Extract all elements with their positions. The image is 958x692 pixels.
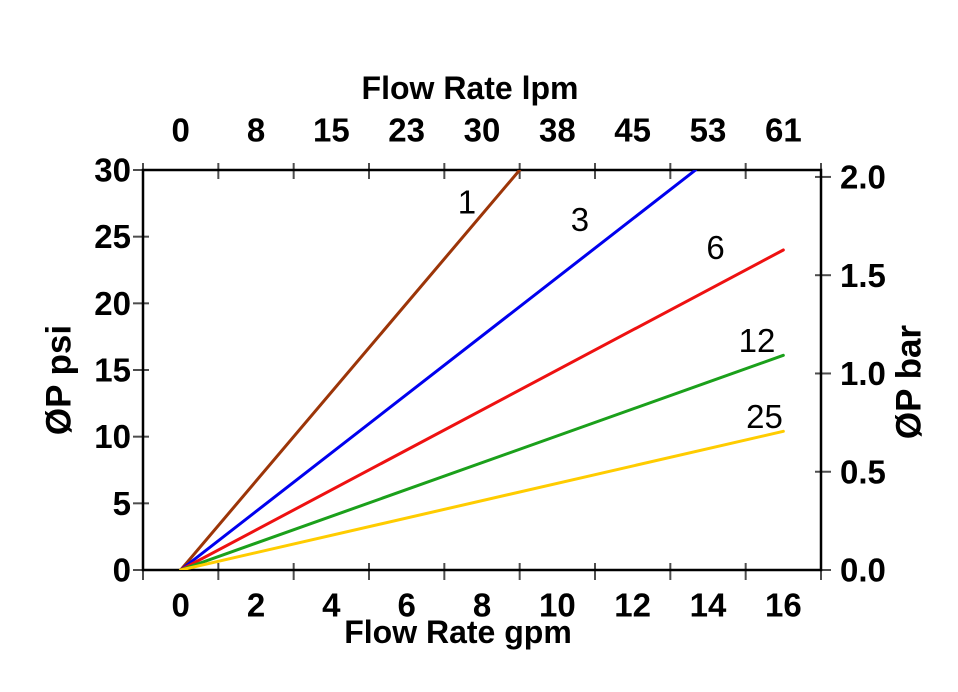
top-axis-tick-label: 23 [388, 112, 425, 149]
bottom-axis-tick-label: 4 [322, 587, 341, 624]
bottom-axis-tick-label: 0 [171, 587, 189, 624]
series-label-6: 6 [706, 229, 724, 266]
top-axis-tick-label: 30 [464, 112, 501, 149]
plot-box [141, 168, 823, 572]
right-axis-tick-label: 0.0 [840, 552, 886, 589]
left-axis-tick-label: 10 [94, 418, 131, 455]
series-line-1 [179, 170, 522, 570]
top-axis-tick-label: 8 [247, 112, 265, 149]
series-lines [179, 170, 785, 570]
bottom-axis-tick-label: 8 [473, 587, 491, 624]
top-axis-tick-label: 45 [614, 112, 651, 149]
right-axis-tick-label: 1.5 [840, 257, 886, 294]
top-axis-tick-label: 38 [539, 112, 576, 149]
left-axis-tick-label: 30 [94, 152, 131, 189]
left-axis-tick-label: 15 [94, 352, 131, 389]
plot-border [141, 168, 823, 572]
top-axis-tick-label: 0 [171, 112, 189, 149]
bottom-axis-tick-label: 6 [397, 587, 415, 624]
right-axis-tick-label: 1.0 [840, 355, 886, 392]
right-axis-tick-label: 2.0 [840, 158, 886, 195]
series-line-12 [179, 353, 785, 570]
top-axis-tick-label: 53 [690, 112, 727, 149]
series-line-25 [179, 429, 785, 570]
right-axis-title: ØP bar [889, 325, 928, 440]
right-axis-tick-label: 0.5 [840, 453, 886, 490]
left-axis-tick-label: 5 [113, 485, 131, 522]
left-axis-tick-label: 20 [94, 285, 131, 322]
bottom-axis-tick-label: 16 [765, 587, 802, 624]
series-label-3: 3 [571, 201, 589, 238]
axis-ticks [133, 163, 831, 580]
left-axis-title: ØP psi [39, 325, 78, 435]
series-label-1: 1 [458, 184, 476, 221]
left-axis-tick-label: 25 [94, 218, 131, 255]
series-label-12: 12 [739, 322, 776, 359]
series-label-25: 25 [746, 398, 783, 435]
series-labels: 1 3 6 12 25 [458, 184, 783, 436]
bottom-axis-tick-label: 12 [614, 587, 651, 624]
axis-tick-labels: 0 2 4 6 8 10 12 14 160 8 15 23 30 38 45 53 6105101520253… [94, 112, 886, 624]
series-line-6 [179, 248, 785, 570]
top-axis-title: Flow Rate lpm [362, 70, 579, 106]
bottom-axis-tick-label: 10 [539, 587, 576, 624]
bottom-axis-tick-label: 2 [247, 587, 265, 624]
series-line-3 [179, 170, 698, 570]
bottom-axis-tick-label: 14 [690, 587, 727, 624]
left-axis-tick-label: 0 [113, 552, 131, 589]
top-axis-tick-label: 15 [313, 112, 350, 149]
bottom-axis-title: Flow Rate gpm [344, 614, 572, 650]
top-axis-tick-label: 61 [765, 112, 802, 149]
